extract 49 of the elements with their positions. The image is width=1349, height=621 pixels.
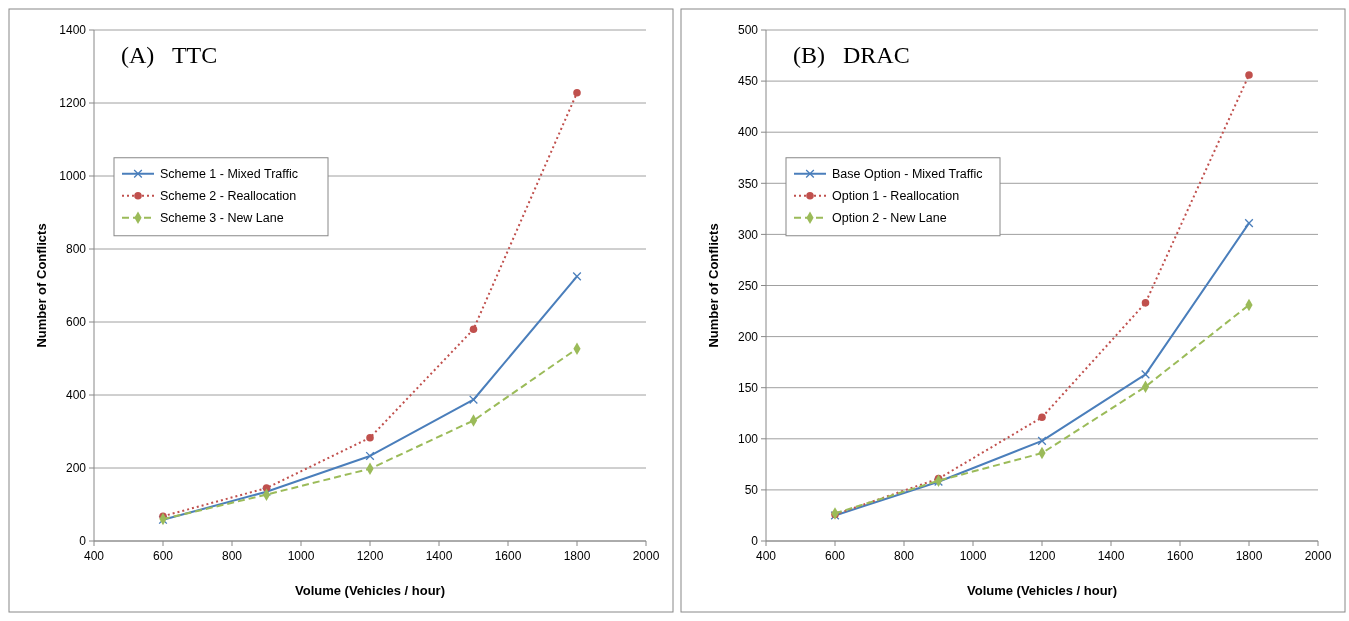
x-tick-label: 1200 bbox=[1028, 549, 1056, 563]
y-tick-label: 450 bbox=[737, 74, 759, 89]
x-tick-label: 800 bbox=[221, 549, 243, 563]
x-tick-label: 2000 bbox=[632, 549, 660, 563]
x-tick-label: 1600 bbox=[494, 549, 522, 563]
y-tick-label: 100 bbox=[737, 432, 759, 446]
x-axis-title: Volume (Vehicles / hour) bbox=[966, 583, 1118, 598]
x-tick-label: 1400 bbox=[425, 549, 453, 563]
y-tick-label: 150 bbox=[737, 380, 759, 395]
legend-label: Option 2 - New Lane bbox=[832, 211, 947, 226]
y-tick-label: 200 bbox=[737, 329, 759, 344]
y-tick-label: 1200 bbox=[59, 96, 87, 111]
y-tick-label: 200 bbox=[65, 461, 87, 476]
y-tick-label: 400 bbox=[65, 388, 87, 403]
y-tick-label: 350 bbox=[737, 176, 759, 191]
x-tick-label: 600 bbox=[824, 549, 846, 563]
x-tick-label: 800 bbox=[893, 549, 915, 563]
y-tick-label: 600 bbox=[65, 315, 87, 330]
x-tick-label: 400 bbox=[755, 549, 777, 563]
text: (B) DRAC bbox=[793, 42, 910, 68]
y-tick-label: 500 bbox=[737, 23, 759, 38]
x-axis-title: Volume (Vehicles / hour) bbox=[294, 583, 446, 598]
legend-label: Base Option - Mixed Traffic bbox=[832, 167, 983, 182]
x-tick-label: 1000 bbox=[287, 549, 315, 563]
y-tick-label: 400 bbox=[737, 125, 759, 140]
y-tick-label: 0 bbox=[751, 534, 759, 549]
x-tick-label: 1000 bbox=[959, 549, 987, 563]
y-tick-label: 300 bbox=[737, 227, 759, 242]
y-axis-title: Number of Conflicts bbox=[706, 223, 721, 348]
text: (A) TTC bbox=[121, 42, 218, 68]
legend-label: Scheme 1 - Mixed Traffic bbox=[160, 167, 299, 182]
x-tick-label: 1600 bbox=[1166, 549, 1194, 563]
x-tick-label: 400 bbox=[83, 549, 105, 563]
x-tick-label: 1800 bbox=[563, 549, 591, 563]
y-tick-label: 0 bbox=[79, 534, 87, 549]
y-axis-title: Number of Conflicts bbox=[34, 223, 49, 348]
y-tick-label: 50 bbox=[744, 483, 759, 498]
x-tick-label: 1200 bbox=[356, 549, 384, 563]
y-tick-label: 1000 bbox=[59, 169, 87, 184]
x-tick-label: 1400 bbox=[1097, 549, 1125, 563]
y-tick-label: 1400 bbox=[59, 23, 87, 38]
x-tick-label: 600 bbox=[152, 549, 174, 563]
legend-label: Option 1 - Reallocation bbox=[832, 189, 960, 204]
x-tick-label: 1800 bbox=[1235, 549, 1263, 563]
legend-label: Scheme 2 - Reallocation bbox=[160, 189, 297, 204]
y-tick-label: 800 bbox=[65, 242, 87, 257]
y-tick-label: 250 bbox=[737, 278, 759, 293]
legend-label: Scheme 3 - New Lane bbox=[160, 211, 284, 226]
x-tick-label: 2000 bbox=[1304, 549, 1332, 563]
